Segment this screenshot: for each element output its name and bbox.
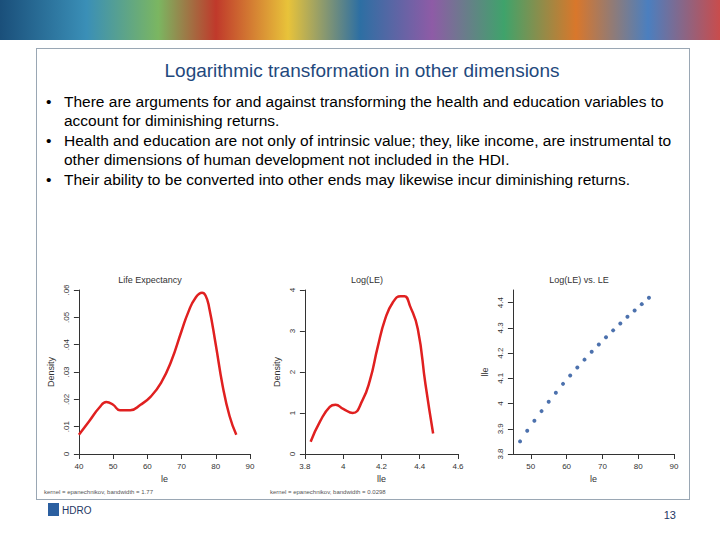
svg-text:Density: Density	[272, 356, 282, 387]
svg-text:lle: lle	[480, 367, 490, 376]
svg-text:le: le	[590, 474, 597, 484]
svg-text:Life Expectancy: Life Expectancy	[118, 275, 182, 285]
html-text:Their ability to be converted: Their ability to be converted into other…	[64, 171, 630, 188]
svg-text:0: 0	[62, 451, 71, 456]
svg-text:60: 60	[562, 462, 571, 471]
svg-text:.03: .03	[62, 366, 71, 378]
svg-text:40: 40	[74, 462, 83, 471]
svg-text:4.4: 4.4	[414, 462, 426, 471]
svg-text:4: 4	[496, 401, 505, 406]
svg-text:.01: .01	[62, 421, 71, 433]
svg-text:80: 80	[634, 462, 643, 471]
svg-text:4: 4	[341, 462, 346, 471]
svg-text:4.1: 4.1	[496, 372, 505, 384]
svg-text:kernel = epanechnikov, bandwid: kernel = epanechnikov, bandwidth = 0.029…	[270, 489, 386, 495]
svg-text:90: 90	[246, 462, 255, 471]
svg-text:4: 4	[288, 287, 297, 292]
html-text:Health and education are not o: Health and education are not only of int…	[64, 132, 672, 168]
svg-text:Log(LE) vs. LE: Log(LE) vs. LE	[549, 275, 609, 285]
svg-text:60: 60	[143, 462, 152, 471]
html-text:HDRO: HDRO	[62, 505, 92, 516]
svg-text:0: 0	[288, 451, 297, 456]
svg-text:Log(LE): Log(LE)	[351, 275, 383, 285]
svg-text:4.2: 4.2	[376, 462, 388, 471]
svg-text:4.3: 4.3	[496, 322, 505, 334]
svg-text:3: 3	[288, 328, 297, 333]
svg-text:3.8: 3.8	[496, 448, 505, 460]
svg-text:4.2: 4.2	[496, 347, 505, 359]
svg-text:Density: Density	[46, 356, 56, 387]
svg-text:.05: .05	[62, 311, 71, 323]
svg-text:.02: .02	[62, 393, 71, 405]
svg-text:4.4: 4.4	[496, 297, 505, 309]
svg-text:kernel = epanechnikov, bandwid: kernel = epanechnikov, bandwidth = 1.77	[44, 489, 154, 495]
html-text:There are arguments for and ag: There are arguments for and against tran…	[64, 93, 664, 129]
html-text:Logarithmic transformation in: Logarithmic transformation in other dime…	[164, 60, 560, 81]
svg-text:4.6: 4.6	[452, 462, 464, 471]
svg-text:80: 80	[211, 462, 220, 471]
svg-text:50: 50	[109, 462, 118, 471]
svg-text:.04: .04	[62, 339, 71, 351]
svg-text:le: le	[161, 474, 168, 484]
svg-text:70: 70	[598, 462, 607, 471]
svg-text:lle: lle	[377, 474, 386, 484]
svg-text:70: 70	[177, 462, 186, 471]
svg-text:2: 2	[288, 369, 297, 374]
svg-text:3.8: 3.8	[299, 462, 311, 471]
svg-text:3.9: 3.9	[496, 423, 505, 435]
html-text:13: 13	[663, 509, 676, 521]
svg-text:.06: .06	[62, 284, 71, 296]
svg-text:1: 1	[288, 410, 297, 415]
svg-text:50: 50	[526, 462, 535, 471]
svg-text:90: 90	[670, 462, 679, 471]
